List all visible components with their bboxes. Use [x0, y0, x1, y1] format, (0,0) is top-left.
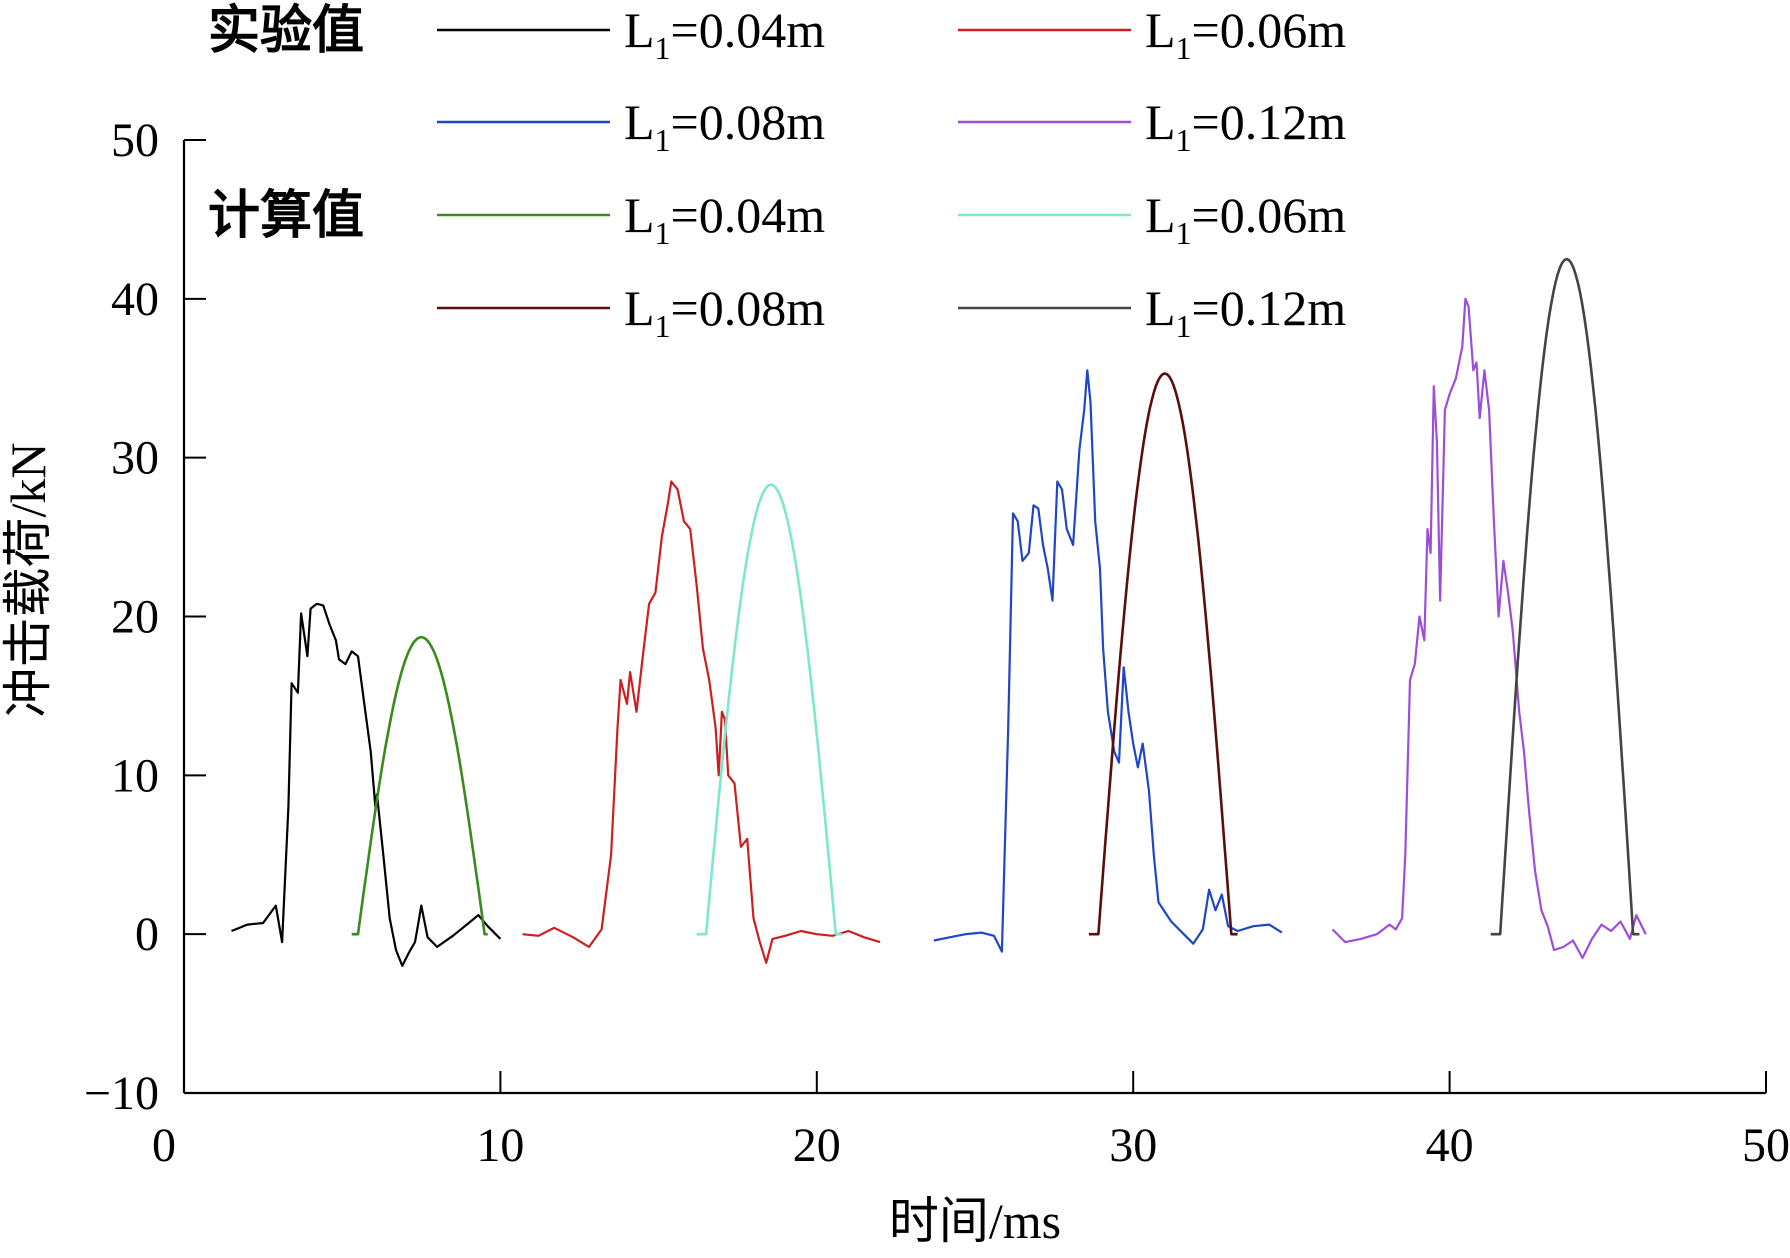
x-tick-label: 50: [1742, 1119, 1790, 1172]
series-line-2: [933, 369, 1283, 953]
x-tick-label: 0: [152, 1119, 176, 1172]
legend-label: L1=0.04m: [624, 187, 825, 251]
x-tick-label: 40: [1426, 1119, 1474, 1172]
y-tick-label: 40: [111, 273, 159, 326]
legend-group-label: 实验值: [208, 2, 364, 60]
plot-lines: [231, 257, 1647, 967]
y-tick-label: 0: [135, 908, 159, 961]
y-axis-label: 冲击载荷/kN: [0, 443, 56, 718]
x-tick-label: 20: [793, 1119, 841, 1172]
legend-label: L1=0.06m: [1145, 2, 1346, 66]
legend-label: L1=0.12m: [1145, 94, 1346, 158]
y-tick-label: 30: [111, 432, 159, 485]
x-tick-label: 10: [476, 1119, 524, 1172]
x-tick-label: 30: [1109, 1119, 1157, 1172]
y-tick-label: 50: [111, 114, 159, 167]
x-axis-label: 时间/ms: [889, 1193, 1061, 1249]
series-line-7: [1490, 257, 1640, 936]
series-line-0: [231, 602, 502, 967]
series-line-6: [1088, 372, 1238, 936]
series-line-1: [522, 480, 881, 964]
series-line-3: [1331, 297, 1647, 960]
series-line-4: [351, 635, 488, 936]
legend-label: L1=0.06m: [1145, 187, 1346, 251]
legend-label: L1=0.08m: [624, 94, 825, 158]
legend-group-label: 计算值: [208, 187, 364, 245]
legend-label: L1=0.12m: [1145, 280, 1346, 344]
y-tick-label: 10: [111, 749, 159, 802]
legend-label: L1=0.04m: [624, 2, 825, 66]
y-tick-label: 20: [111, 591, 159, 644]
series-line-5: [696, 483, 843, 936]
y-tick-label: −10: [84, 1067, 159, 1120]
legend-label: L1=0.08m: [624, 280, 825, 344]
